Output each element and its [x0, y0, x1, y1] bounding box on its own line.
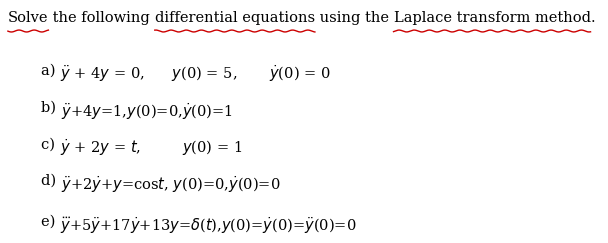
Text: c): c)	[41, 137, 60, 151]
Text: differential equations: differential equations	[155, 11, 315, 25]
Text: $\ddot{y}$ + 4$y$ = 0,      $y$(0) = 5,       $\dot{y}$(0) = 0: $\ddot{y}$ + 4$y$ = 0, $y$(0) = 5, $\dot…	[60, 63, 331, 84]
Text: $\ddot{y}$+2$\dot{y}$+$y$=cos$t$, $y$(0)=0,$\dot{y}$(0)=0: $\ddot{y}$+2$\dot{y}$+$y$=cos$t$, $y$(0)…	[61, 174, 281, 195]
Text: b): b)	[41, 101, 61, 115]
Text: Solve: Solve	[8, 11, 49, 25]
Text: a): a)	[41, 63, 60, 77]
Text: .: .	[590, 11, 595, 25]
Text: using the: using the	[315, 11, 393, 25]
Text: d): d)	[41, 174, 61, 188]
Text: $\dddot{y}$+5$\ddot{y}$+17$\dot{y}$+13$y$=$\delta$($t$),$y$(0)=$\dot{y}$(0)=$\dd: $\dddot{y}$+5$\ddot{y}$+17$\dot{y}$+13$y…	[60, 215, 357, 236]
Text: the following: the following	[49, 11, 155, 25]
Text: $\ddot{y}$+4$y$=1,$y$(0)=0,$\dot{y}$(0)=1: $\ddot{y}$+4$y$=1,$y$(0)=0,$\dot{y}$(0)=…	[61, 101, 233, 122]
Text: e): e)	[41, 215, 60, 229]
Text: Laplace transform method: Laplace transform method	[393, 11, 590, 25]
Text: $\dot{y}$ + 2$y$ = $t$,         $y$(0) = 1: $\dot{y}$ + 2$y$ = $t$, $y$(0) = 1	[60, 137, 243, 158]
